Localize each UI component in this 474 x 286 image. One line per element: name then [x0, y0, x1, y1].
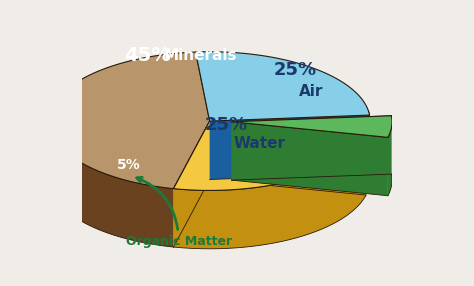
Polygon shape — [231, 116, 392, 137]
Polygon shape — [49, 52, 210, 189]
Polygon shape — [231, 116, 392, 180]
Polygon shape — [173, 121, 366, 190]
Polygon shape — [196, 52, 370, 121]
Text: 45%: 45% — [124, 46, 171, 65]
Text: 25%: 25% — [273, 61, 317, 79]
Text: Water: Water — [233, 136, 285, 150]
Text: 25%: 25% — [204, 116, 247, 134]
Polygon shape — [231, 122, 388, 196]
Text: Air: Air — [299, 84, 323, 100]
Text: 5%: 5% — [117, 158, 140, 172]
Polygon shape — [368, 111, 370, 173]
Text: Organic Matter: Organic Matter — [126, 177, 232, 248]
Polygon shape — [388, 116, 392, 196]
Polygon shape — [49, 111, 173, 247]
Polygon shape — [210, 115, 370, 180]
Polygon shape — [210, 121, 366, 195]
Text: Minerals: Minerals — [164, 48, 237, 63]
Polygon shape — [173, 121, 210, 247]
Polygon shape — [173, 137, 366, 249]
Polygon shape — [173, 121, 210, 247]
